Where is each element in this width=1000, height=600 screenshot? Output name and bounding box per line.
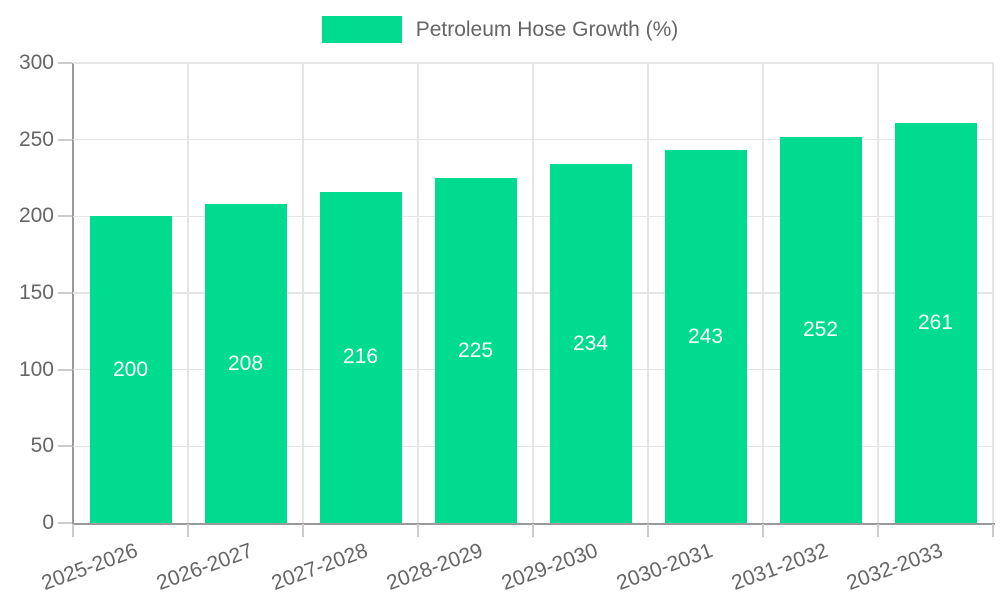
- x-axis-tick-8: [992, 524, 994, 537]
- legend-swatch-icon: [321, 16, 402, 43]
- bar-2028-2029[interactable]: 225: [434, 178, 517, 523]
- y-axis-label-150: 150: [18, 281, 54, 304]
- bar-2032-2033[interactable]: 261: [894, 122, 977, 523]
- bar-2031-2032[interactable]: 252: [779, 136, 862, 523]
- x-axis-tick-7: [877, 524, 879, 537]
- v-gridline-3: [417, 63, 419, 523]
- bar-value-label: 200: [112, 357, 149, 381]
- y-axis-label-0: 0: [42, 511, 54, 534]
- y-axis-label-300: 300: [18, 51, 54, 74]
- y-axis-tick-150: [58, 292, 72, 294]
- y-axis-tick-250: [58, 138, 72, 141]
- x-axis-tick-4: [532, 524, 534, 537]
- x-axis-tick-0: [72, 524, 74, 537]
- v-gridline-7: [877, 63, 879, 523]
- v-gridline-4: [532, 63, 534, 523]
- y-axis-label-100: 100: [18, 357, 54, 381]
- bar-value-label: 261: [917, 310, 954, 334]
- bar-value-label: 243: [687, 324, 724, 348]
- y-axis-tick-100: [58, 368, 72, 371]
- x-axis-tick-5: [647, 524, 649, 537]
- bar-2030-2031[interactable]: 243: [664, 150, 747, 523]
- legend-label: Petroleum Hose Growth (%): [415, 17, 679, 41]
- y-axis-tick-0: [58, 522, 72, 524]
- v-gridline-5: [647, 63, 649, 523]
- bar-value-label: 234: [572, 331, 609, 355]
- x-axis-tick-3: [417, 524, 419, 537]
- bar-2027-2028[interactable]: 216: [319, 191, 402, 523]
- y-axis-label-200: 200: [18, 204, 54, 228]
- legend-item-petroleum-hose-growth[interactable]: Petroleum Hose Growth (%): [321, 16, 679, 43]
- bar-2029-2030[interactable]: 234: [549, 164, 632, 523]
- x-axis-tick-2: [302, 524, 304, 537]
- y-axis-tick-50: [58, 445, 72, 448]
- v-gridline-1: [187, 63, 189, 523]
- bar-2026-2027[interactable]: 208: [204, 204, 287, 523]
- y-axis-line: [72, 63, 74, 525]
- v-gridline-2: [302, 63, 304, 523]
- bar-value-label: 225: [457, 338, 494, 362]
- x-axis-tick-1: [187, 524, 189, 537]
- bar-value-label: 208: [227, 351, 264, 375]
- bar-2025-2026[interactable]: 200: [89, 216, 172, 523]
- v-gridline-6: [762, 63, 764, 523]
- legend: Petroleum Hose Growth (%): [0, 16, 1000, 43]
- x-axis-tick-6: [762, 524, 764, 537]
- bar-value-label: 252: [802, 317, 839, 341]
- y-axis-label-50: 50: [30, 434, 54, 458]
- y-axis-tick-200: [58, 215, 72, 218]
- v-gridline-8: [992, 63, 994, 523]
- y-axis-label-250: 250: [18, 127, 54, 151]
- y-axis-tick-300: [58, 62, 72, 64]
- bar-value-label: 216: [342, 345, 379, 369]
